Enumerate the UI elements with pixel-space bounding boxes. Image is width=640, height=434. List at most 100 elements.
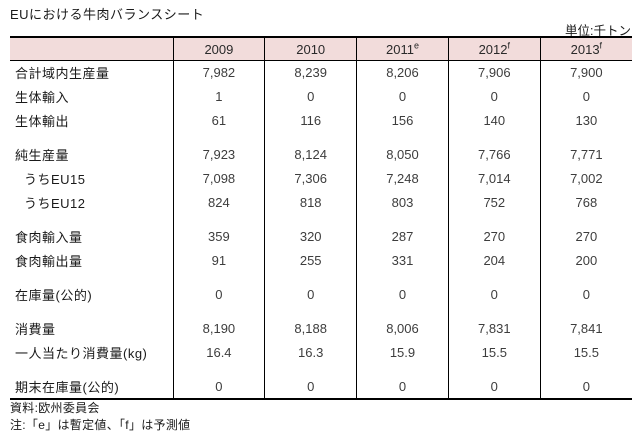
spacer-row [10,272,632,283]
table-row-live-imports: 生体輸入 1 0 0 0 0 [10,84,632,109]
spacer-cell [356,306,449,317]
spacer-cell [172,306,265,317]
cell-value: 0 [264,374,357,400]
spacer-cell [447,364,541,375]
row-label: 食肉輸出量 [15,254,83,269]
header-label: 2009 [204,41,234,57]
footer-notes: 資料:欧州委員会 注:「e」は暫定値、「f」は予測値 [10,400,190,434]
spacer-cell [264,306,357,317]
unit-label: 単位:千トン [565,24,631,38]
cell-value: 204 [447,248,541,273]
header-cell-2009: 2009 [172,36,265,61]
cell-value: 116 [264,108,357,133]
table-row-eu12: うちEU12 824 818 803 752 768 [10,190,632,215]
cell-value: 61 [172,108,265,133]
spacer-cell [10,133,173,143]
header-row: 2009 2010 2011e 2012f 2013f [10,36,632,61]
row-label: 在庫量(公的) [15,288,93,303]
header-label: 2013 [570,41,600,57]
spacer-cell [539,306,632,317]
row-label: 食肉輸入量 [15,230,83,245]
spacer-cell [172,132,265,143]
cell-value: 0 [447,84,541,109]
table-row-meat-imports: 食肉輸入量 359 320 287 270 270 [10,224,632,249]
spacer-cell [539,214,632,225]
cell-value: 0 [539,84,632,109]
row-label: うちEU12 [24,196,86,211]
cell-value: 130 [539,108,632,133]
row-label: 期末在庫量(公的) [10,374,173,400]
cell-value: 0 [172,374,265,400]
table-row-meat-exports: 食肉輸出量 91 255 331 204 200 [10,248,632,273]
spacer-cell [10,365,173,375]
table-row-per-capita-consumption: 一人当たり消費量(kg) 16.4 16.3 15.9 15.5 15.5 [10,340,632,365]
cell-value: 7,098 [172,166,265,191]
cell-value: 7,900 [539,60,632,85]
header-cell-2010: 2010 [264,36,357,61]
spacer-cell [10,307,173,317]
cell-value: 140 [447,108,541,133]
cell-value: 270 [539,224,632,249]
table-row-live-exports: 生体輸出 61 116 156 140 130 [10,108,632,133]
row-label: 一人当たり消費量(kg) [15,346,148,361]
header-label: 2010 [296,41,326,57]
header-cell-2011: 2011e [356,36,449,61]
spacer-cell [356,214,449,225]
cell-value: 803 [356,190,449,215]
source-note: 資料:欧州委員会 [10,401,100,415]
row-label: 合計域内生産量 [15,66,110,82]
cell-value: 359 [172,224,265,249]
row-label: 生体輸入 [15,90,70,105]
cell-value: 8,124 [264,142,357,167]
spacer-cell [356,364,449,375]
cell-value: 7,771 [539,142,632,167]
cell-value: 270 [447,224,541,249]
cell-value: 7,248 [356,166,449,191]
cell-value: 1 [172,84,265,109]
cell-value: 7,014 [447,166,541,191]
cell-value: 0 [356,374,449,400]
spacer-cell [172,364,265,375]
cell-value: 8,050 [356,142,449,167]
spacer-cell [264,214,357,225]
page-title: EUにおける牛肉バランスシート [10,7,205,22]
cell-value: 8,188 [264,316,357,341]
header-superscript: f [507,40,510,51]
cell-value: 15.9 [356,340,449,365]
table-row-consumption: 消費量 8,190 8,188 8,006 7,831 7,841 [10,316,632,341]
header-cell-2012: 2012f [447,36,541,61]
cell-value: 16.4 [172,340,265,365]
cell-value: 200 [539,248,632,273]
table-row-net-production: 純生産量 7,923 8,124 8,050 7,766 7,771 [10,142,632,167]
cell-value: 287 [356,224,449,249]
cell-value: 818 [264,190,357,215]
header-superscript: e [413,40,419,51]
cell-value: 15.5 [447,340,541,365]
spacer-cell [356,272,449,283]
cell-value: 0 [356,282,449,307]
header-cell-empty [10,36,173,61]
spacer-cell [447,214,541,225]
spacer-row [10,364,632,375]
spacer-cell [447,306,541,317]
beef-balance-table: 2009 2010 2011e 2012f 2013f 合計域内生産量 7,98… [10,36,632,400]
spacer-cell [539,364,632,375]
cell-value: 7,831 [447,316,541,341]
cell-value: 7,923 [172,142,265,167]
cell-value: 752 [447,190,541,215]
cell-value: 7,982 [172,60,265,85]
spacer-row [10,132,632,143]
cell-value: 7,906 [447,60,541,85]
spacer-cell [172,214,265,225]
cell-value: 7,002 [539,166,632,191]
cell-value: 7,306 [264,166,357,191]
header-superscript: f [599,40,603,51]
footnote: 注:「e」は暫定値、「f」は予測値 [10,418,191,432]
cell-value: 7,841 [539,316,632,341]
row-label: うちEU15 [24,172,86,187]
cell-value: 8,206 [356,60,449,85]
cell-value: 8,006 [356,316,449,341]
spacer-cell [447,272,541,283]
cell-value: 768 [539,190,632,215]
